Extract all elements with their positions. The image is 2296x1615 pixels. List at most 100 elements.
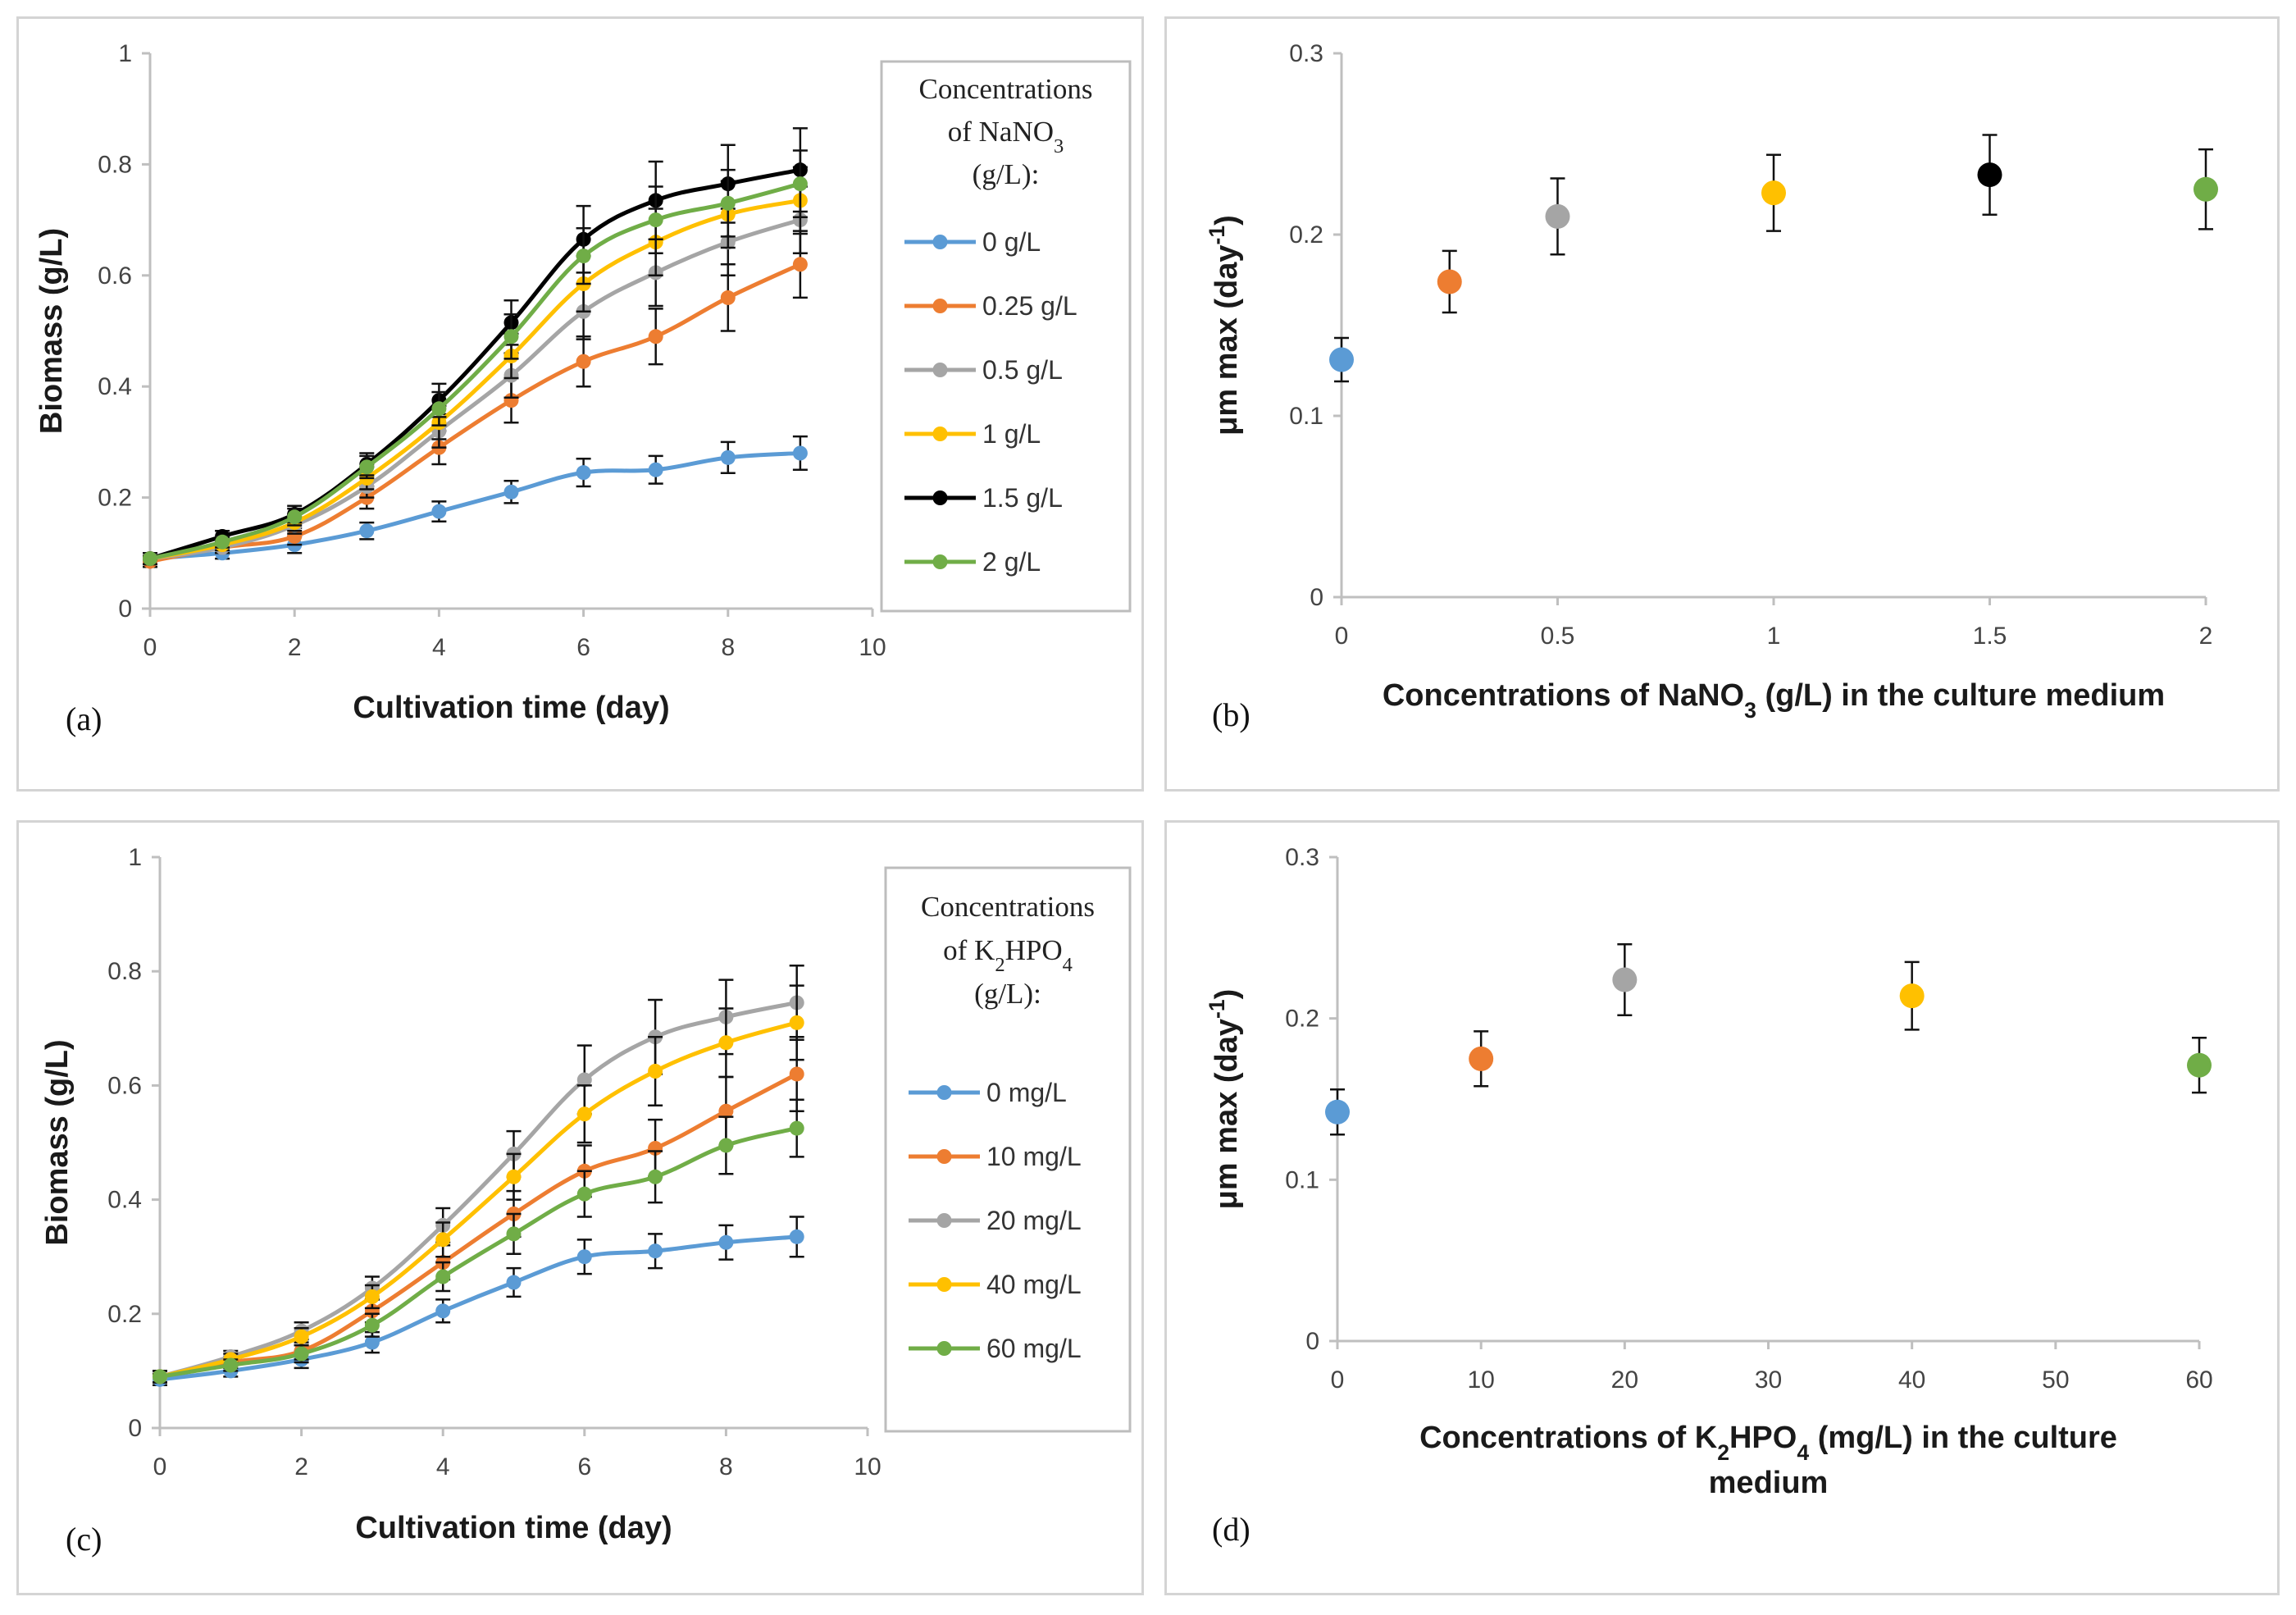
- data-point: [576, 1186, 592, 1202]
- data-point: [792, 445, 808, 461]
- legend: Concentrations of K2HPO4(g/L): 0 mg/L 10 m…: [884, 866, 1132, 1433]
- x-tick-label: 8: [721, 634, 735, 661]
- series-line: [159, 1020, 798, 1379]
- series-1-g-L: [143, 166, 808, 567]
- series-line: [159, 1234, 797, 1382]
- y-tick-label: 0.4: [98, 373, 132, 400]
- data-point: [506, 1275, 522, 1290]
- x-tick-label: 0: [1335, 623, 1349, 650]
- data-point: [2187, 1052, 2212, 1078]
- legend-label: 1.5 g/L: [982, 483, 1063, 513]
- scatter-point-group: [1469, 1030, 1494, 1088]
- data-point: [576, 354, 591, 369]
- legend-marker: [932, 490, 948, 505]
- data-point: [789, 1015, 804, 1030]
- x-tick-label: 20: [1611, 1366, 1638, 1394]
- x-tick-label: 1.5: [1973, 623, 2007, 650]
- data-point: [364, 1317, 380, 1333]
- data-point: [1469, 1046, 1494, 1071]
- data-point: [223, 1357, 239, 1373]
- data-point: [720, 290, 736, 305]
- data-point: [576, 1106, 592, 1122]
- series-2-g-L: [143, 149, 808, 567]
- data-point: [1437, 269, 1462, 294]
- legend-title: (g/L):: [973, 158, 1040, 190]
- legend-title: of NaNO3: [948, 116, 1064, 157]
- data-point: [718, 1035, 734, 1051]
- data-point: [576, 249, 591, 264]
- x-tick-label: 50: [2042, 1366, 2069, 1394]
- data-point: [720, 449, 736, 465]
- legend-title: of K2HPO4: [943, 934, 1073, 976]
- data-point: [648, 1064, 663, 1079]
- y-axis-label: Biomass (g/L): [40, 1039, 75, 1245]
- scatter-point-group: [2194, 148, 2218, 230]
- x-tick-label: 10: [854, 1453, 881, 1480]
- chart-b: 0 0.5 1 1.5 2 0 0.1 0.2 0.3 Concentrations of NaN…: [1205, 40, 2218, 733]
- x-tick-label: 10: [859, 634, 886, 661]
- data-point: [503, 484, 519, 500]
- data-point: [435, 1232, 451, 1248]
- legend-label: 10 mg/L: [986, 1142, 1082, 1171]
- y-axis-label: Biomass (g/L): [34, 228, 69, 434]
- legend-title: Concentrations: [921, 891, 1095, 923]
- legend-label: 0.5 g/L: [982, 355, 1063, 385]
- legend-label: 1 g/L: [982, 419, 1041, 449]
- chart-c: 0 2 4 6 8 10 0 0.2 0.4 0.6 0.8 1 Cultivation time (d…: [40, 844, 1132, 1558]
- x-axis-label: Cultivation time (day): [355, 1511, 672, 1545]
- legend-label: 0 mg/L: [986, 1078, 1067, 1107]
- data-point: [294, 1346, 309, 1362]
- legend-marker: [932, 299, 948, 313]
- scatter-point-group: [1977, 134, 2002, 216]
- legend-marker: [936, 1341, 952, 1356]
- series-line: [149, 181, 801, 561]
- data-point: [648, 1169, 663, 1184]
- y-tick-label: 0: [1310, 584, 1323, 611]
- x-axis-label: Concentrations of NaNO3 (g/L) in the cul…: [1383, 678, 2165, 723]
- x-tick-label: 40: [1898, 1366, 1925, 1394]
- legend-marker: [932, 554, 948, 569]
- y-tick-label: 0.1: [1289, 403, 1323, 430]
- legend-label: 0 g/L: [982, 227, 1041, 257]
- chart-a: 0 2 4 6 8 10 0 0.2 0.4 0.6 0.8 1 Cultivation time (d…: [34, 40, 1132, 737]
- series-20-mg-L: [153, 964, 804, 1385]
- x-tick-label: 2: [2199, 623, 2213, 650]
- series-line: [159, 1001, 798, 1379]
- data-point: [506, 1169, 522, 1184]
- y-tick-label: 1: [128, 844, 142, 871]
- legend-box: [880, 60, 1132, 613]
- legend-marker: [932, 427, 948, 441]
- panel-label: (d): [1212, 1511, 1250, 1548]
- y-tick-label: 0.4: [107, 1187, 142, 1214]
- x-tick-label: 4: [436, 1453, 450, 1480]
- y-tick-label: 0: [118, 595, 132, 623]
- y-tick-label: 0.8: [107, 958, 142, 985]
- scatter-point-group: [1761, 153, 1786, 232]
- data-point: [792, 257, 808, 272]
- data-point: [215, 534, 230, 550]
- data-point: [718, 1234, 734, 1250]
- x-tick-label: 8: [719, 1453, 733, 1480]
- legend-label: 0.25 g/L: [982, 291, 1077, 321]
- data-point: [718, 1103, 734, 1119]
- data-point: [789, 1066, 804, 1082]
- data-point: [153, 1369, 167, 1385]
- legend-label: 2 g/L: [982, 547, 1041, 577]
- data-point: [359, 459, 375, 475]
- data-point: [576, 1072, 592, 1088]
- x-tick-label: 0: [153, 1453, 167, 1480]
- series-line: [159, 1072, 798, 1379]
- legend-marker: [932, 235, 948, 249]
- data-point: [1761, 180, 1786, 206]
- series-line: [149, 167, 801, 561]
- y-tick-label: 0.2: [107, 1301, 142, 1328]
- scatter-point-group: [1437, 249, 1462, 314]
- legend-marker: [936, 1277, 952, 1292]
- y-tick-label: 0.8: [98, 151, 132, 178]
- x-axis-label: Cultivation time (day): [353, 691, 669, 725]
- legend-label: 60 mg/L: [986, 1334, 1082, 1363]
- legend-marker: [932, 363, 948, 377]
- panel-label: (c): [66, 1521, 102, 1558]
- y-tick-label: 0: [1305, 1328, 1319, 1355]
